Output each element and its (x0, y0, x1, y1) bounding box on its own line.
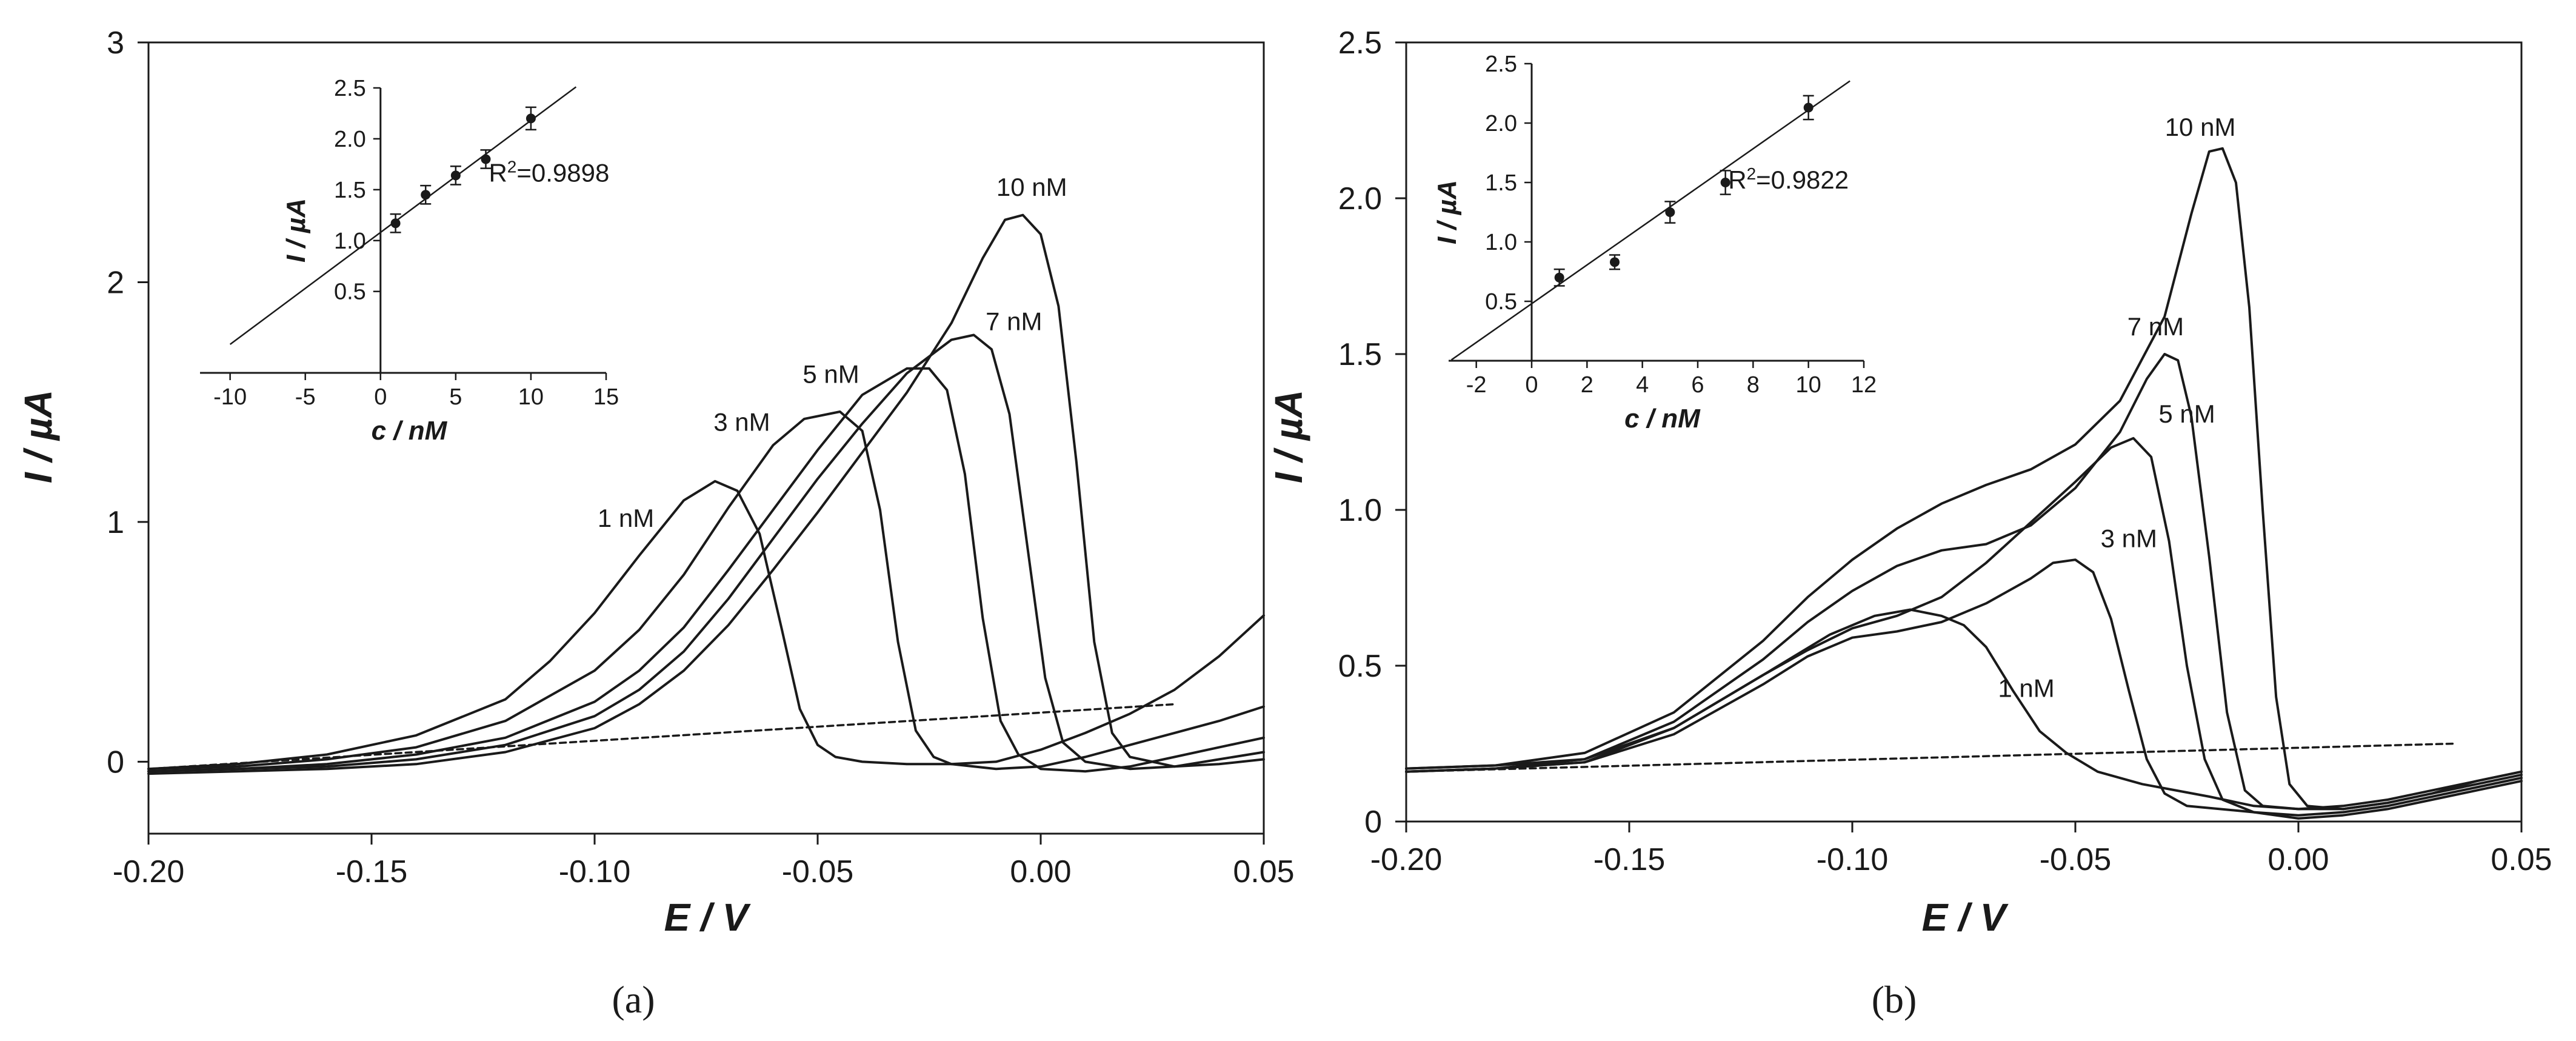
x-tick-label: 0.00 (1010, 854, 1071, 889)
x-tick-label: -0.20 (113, 854, 185, 889)
curve-label: 5 nM (2158, 400, 2215, 428)
inset-x-tick-label: -5 (295, 384, 316, 410)
x-tick-label: -0.05 (2040, 842, 2112, 877)
series-line-5-nM (147, 367, 1265, 773)
series-line-7-nM (147, 333, 1265, 773)
series-line-5-nM (1405, 437, 2523, 820)
inset-data-point (1803, 102, 1814, 113)
baseline-dashed (1405, 742, 2456, 773)
y-tick-label: 2 (107, 265, 124, 300)
inset-y-tick-label: 2.5 (1485, 52, 1517, 77)
inset-data-point (481, 154, 491, 164)
x-tick-label: 0.00 (2267, 842, 2329, 877)
y-tick-label: 0 (107, 745, 124, 780)
inset-x-tick-label: 10 (518, 384, 544, 410)
inset-x-tick-label: 2 (1581, 372, 1593, 398)
inset-data-point (421, 190, 431, 200)
inset-x-tick-label: 10 (1796, 372, 1821, 398)
panel-b: -0.20 -0.15 -0.10 -0.05 0.00 0.05 0 0.5 1.0 1.5 2.… (1267, 25, 2552, 1021)
inset-fit-line (1450, 80, 1850, 361)
panel-a: -0.20 -0.15 -0.10 -0.05 0.00 0.05 0 1 2 3 E / V I /… (16, 25, 1295, 1021)
x-tick-label: -0.15 (336, 854, 408, 889)
inset-x-tick-label: 6 (1691, 372, 1704, 398)
y-tick-label: 1.0 (1338, 493, 1382, 528)
series-line-1-nM (147, 480, 1265, 771)
curve-label: 1 nM (1998, 674, 2054, 702)
plot-frame (147, 41, 1265, 835)
curve-label: 5 nM (802, 360, 859, 389)
inset-calibration: -2 0 2 4 6 8 10 12 0.5 1.0 1.5 2.0 2.5 c / nM I / µA R2… (1432, 52, 1877, 433)
plot-frame (1405, 41, 2523, 823)
inset-x-tick-label: 4 (1636, 372, 1649, 398)
curve-label: 3 nM (2101, 524, 2157, 553)
y-tick-label: 3 (107, 25, 124, 61)
y-tick-label: 2.5 (1338, 25, 1382, 61)
inset-data-point (1720, 178, 1730, 187)
series-line-3-nM (147, 410, 1265, 771)
x-tick-label: -0.20 (1370, 842, 1443, 877)
panel-label: (a) (612, 978, 655, 1021)
inset-x-tick-label: 0 (374, 384, 387, 410)
inset-y-tick-label: 1.0 (334, 229, 366, 254)
inset-calibration: -10 -5 0 5 10 15 0.5 1.0 1.5 2.0 2.5 c / nM I / µA R2… (200, 76, 619, 446)
inset-x-tick-label: -10 (213, 384, 247, 410)
inset-data-point (1610, 257, 1620, 267)
curve-label: 3 nM (713, 408, 770, 437)
x-tick-label: 0.05 (1233, 854, 1294, 889)
x-tick-label: -0.10 (1817, 842, 1889, 877)
inset-x-title: c / nM (372, 416, 448, 446)
curve-label: 10 nM (996, 173, 1067, 201)
inset-data-point (1554, 272, 1564, 283)
inset-y-tick-label: 2.0 (1485, 111, 1517, 136)
inset-y-title: I / µA (281, 198, 311, 263)
inset-data-point (450, 170, 461, 181)
x-axis-title: E / V (664, 895, 752, 939)
curve-label: 1 nM (598, 504, 654, 532)
y-tick-label: 2.0 (1338, 181, 1382, 216)
inset-data-point (1665, 207, 1675, 217)
inset-y-tick-label: 1.5 (334, 178, 366, 203)
inset-data-point (526, 113, 536, 124)
y-axis-title: I / µA (16, 390, 60, 483)
x-tick-label: 0.05 (2491, 842, 2552, 877)
y-tick-label: 0.5 (1338, 649, 1382, 684)
y-tick-label: 1.5 (1338, 337, 1382, 372)
r-squared-label: R2=0.9822 (1728, 164, 1849, 194)
curve-label: 7 nM (2127, 312, 2184, 341)
curve-label: 7 nM (986, 307, 1042, 336)
inset-x-title: c / nM (1624, 404, 1701, 433)
x-tick-label: -0.05 (782, 854, 854, 889)
series-line-7-nM (1405, 353, 2523, 811)
inset-x-tick-label: 15 (593, 384, 619, 410)
series-line-10-nM (147, 213, 1265, 775)
baseline-dashed (147, 703, 1176, 770)
y-tick-label: 1 (107, 505, 124, 540)
inset-y-tick-label: 2.0 (334, 127, 366, 152)
inset-fit-line (229, 86, 577, 346)
inset-y-tick-label: 2.5 (334, 76, 366, 101)
curve-label: 10 nM (2165, 113, 2236, 141)
inset-x-tick-label: 0 (1525, 372, 1538, 398)
inset-x-tick-label: 12 (1851, 372, 1877, 398)
inset-y-tick-label: 1.0 (1485, 230, 1517, 255)
inset-data-point (390, 218, 401, 229)
series-line-3-nM (1405, 558, 2523, 817)
series-line-10-nM (1405, 147, 2523, 811)
inset-y-title: I / µA (1432, 180, 1462, 244)
x-tick-label: -0.15 (1593, 842, 1666, 877)
y-tick-label: 0 (1364, 805, 1382, 840)
inset-x-tick-label: -2 (1466, 372, 1487, 398)
inset-x-tick-label: 5 (449, 384, 462, 410)
series-line-1-nM (1405, 608, 2523, 811)
x-axis-title: E / V (1922, 895, 2009, 939)
inset-y-tick-label: 0.5 (334, 279, 366, 305)
inset-y-tick-label: 1.5 (1485, 170, 1517, 196)
inset-y-tick-label: 0.5 (1485, 289, 1517, 315)
r-squared-label: R2=0.9898 (489, 157, 609, 187)
y-axis-title: I / µA (1267, 390, 1310, 483)
panel-label: (b) (1872, 978, 1917, 1021)
x-tick-label: -0.10 (559, 854, 631, 889)
inset-x-tick-label: 8 (1747, 372, 1760, 398)
